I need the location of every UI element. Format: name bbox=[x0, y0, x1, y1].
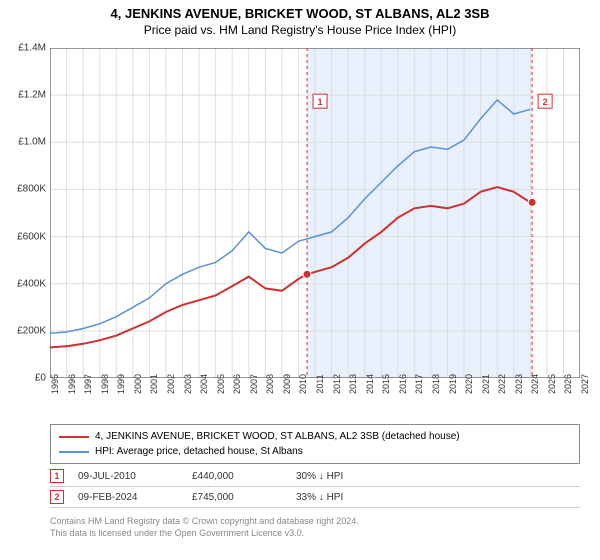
footer-attribution: Contains HM Land Registry data © Crown c… bbox=[50, 516, 580, 539]
x-axis: 1995199619971998199920002001200220032004… bbox=[50, 380, 580, 420]
y-tick-label: £0 bbox=[35, 373, 46, 384]
y-tick-label: £400K bbox=[17, 278, 46, 289]
y-tick-label: £600K bbox=[17, 231, 46, 242]
x-tick-label: 2006 bbox=[232, 374, 242, 394]
x-tick-label: 2019 bbox=[448, 374, 458, 394]
x-tick-label: 2007 bbox=[249, 374, 259, 394]
x-tick-label: 1995 bbox=[50, 374, 60, 394]
footer-line-1: Contains HM Land Registry data © Crown c… bbox=[50, 516, 580, 528]
x-tick-label: 2021 bbox=[481, 374, 491, 394]
x-tick-label: 2012 bbox=[332, 374, 342, 394]
x-tick-label: 1999 bbox=[116, 374, 126, 394]
event-row: 2 09-FEB-2024 £745,000 33% ↓ HPI bbox=[50, 487, 580, 508]
x-tick-label: 2016 bbox=[398, 374, 408, 394]
y-tick-label: £1.0M bbox=[18, 137, 46, 148]
legend-label: HPI: Average price, detached house, St A… bbox=[95, 444, 303, 459]
x-tick-label: 2011 bbox=[315, 374, 325, 393]
x-tick-label: 2014 bbox=[365, 374, 375, 394]
y-tick-label: £800K bbox=[17, 184, 46, 195]
x-tick-label: 2023 bbox=[514, 374, 524, 394]
x-tick-label: 2027 bbox=[580, 374, 590, 394]
x-tick-label: 2000 bbox=[133, 374, 143, 394]
chart-svg: 12 bbox=[50, 48, 580, 378]
event-date: 09-JUL-2010 bbox=[78, 471, 178, 482]
x-tick-label: 2015 bbox=[381, 374, 391, 394]
event-marker-icon: 2 bbox=[50, 490, 64, 504]
x-tick-label: 2026 bbox=[563, 374, 573, 394]
x-tick-label: 2018 bbox=[431, 374, 441, 394]
chart-plot-area: 12 bbox=[50, 48, 580, 378]
x-tick-label: 2009 bbox=[282, 374, 292, 394]
event-diff: 33% ↓ HPI bbox=[296, 492, 386, 503]
event-price: £745,000 bbox=[192, 492, 282, 503]
y-tick-label: £1.2M bbox=[18, 90, 46, 101]
x-tick-label: 2013 bbox=[348, 374, 358, 394]
x-tick-label: 2025 bbox=[547, 374, 557, 394]
legend: 4, JENKINS AVENUE, BRICKET WOOD, ST ALBA… bbox=[50, 424, 580, 464]
legend-item: 4, JENKINS AVENUE, BRICKET WOOD, ST ALBA… bbox=[59, 429, 571, 444]
footer-line-2: This data is licensed under the Open Gov… bbox=[50, 528, 580, 540]
svg-text:2: 2 bbox=[543, 97, 548, 107]
y-axis: £0£200K£400K£600K£800K£1.0M£1.2M£1.4M bbox=[0, 48, 50, 378]
legend-swatch bbox=[59, 436, 89, 438]
x-tick-label: 2004 bbox=[199, 374, 209, 394]
x-tick-label: 2003 bbox=[183, 374, 193, 394]
page-subtitle: Price paid vs. HM Land Registry's House … bbox=[0, 23, 600, 37]
legend-item: HPI: Average price, detached house, St A… bbox=[59, 444, 571, 459]
x-tick-label: 2024 bbox=[530, 374, 540, 394]
page-title: 4, JENKINS AVENUE, BRICKET WOOD, ST ALBA… bbox=[0, 6, 600, 21]
x-tick-label: 2002 bbox=[166, 374, 176, 394]
legend-swatch bbox=[59, 451, 89, 453]
event-date: 09-FEB-2024 bbox=[78, 492, 178, 503]
event-row: 1 09-JUL-2010 £440,000 30% ↓ HPI bbox=[50, 466, 580, 487]
x-tick-label: 2022 bbox=[497, 374, 507, 394]
y-tick-label: £1.4M bbox=[18, 43, 46, 54]
x-tick-label: 1997 bbox=[83, 374, 93, 394]
svg-text:1: 1 bbox=[318, 97, 323, 107]
x-tick-label: 2010 bbox=[298, 374, 308, 394]
event-marker-icon: 1 bbox=[50, 469, 64, 483]
event-price: £440,000 bbox=[192, 471, 282, 482]
x-tick-label: 1996 bbox=[67, 374, 77, 394]
y-tick-label: £200K bbox=[17, 325, 46, 336]
x-tick-label: 2008 bbox=[265, 374, 275, 394]
events-table: 1 09-JUL-2010 £440,000 30% ↓ HPI 2 09-FEB-202… bbox=[50, 466, 580, 508]
x-tick-label: 2017 bbox=[414, 374, 424, 394]
x-tick-label: 2005 bbox=[216, 374, 226, 394]
legend-label: 4, JENKINS AVENUE, BRICKET WOOD, ST ALBA… bbox=[95, 429, 460, 444]
x-tick-label: 2001 bbox=[149, 374, 159, 394]
event-diff: 30% ↓ HPI bbox=[296, 471, 386, 482]
x-tick-label: 2020 bbox=[464, 374, 474, 394]
x-tick-label: 1998 bbox=[100, 374, 110, 394]
